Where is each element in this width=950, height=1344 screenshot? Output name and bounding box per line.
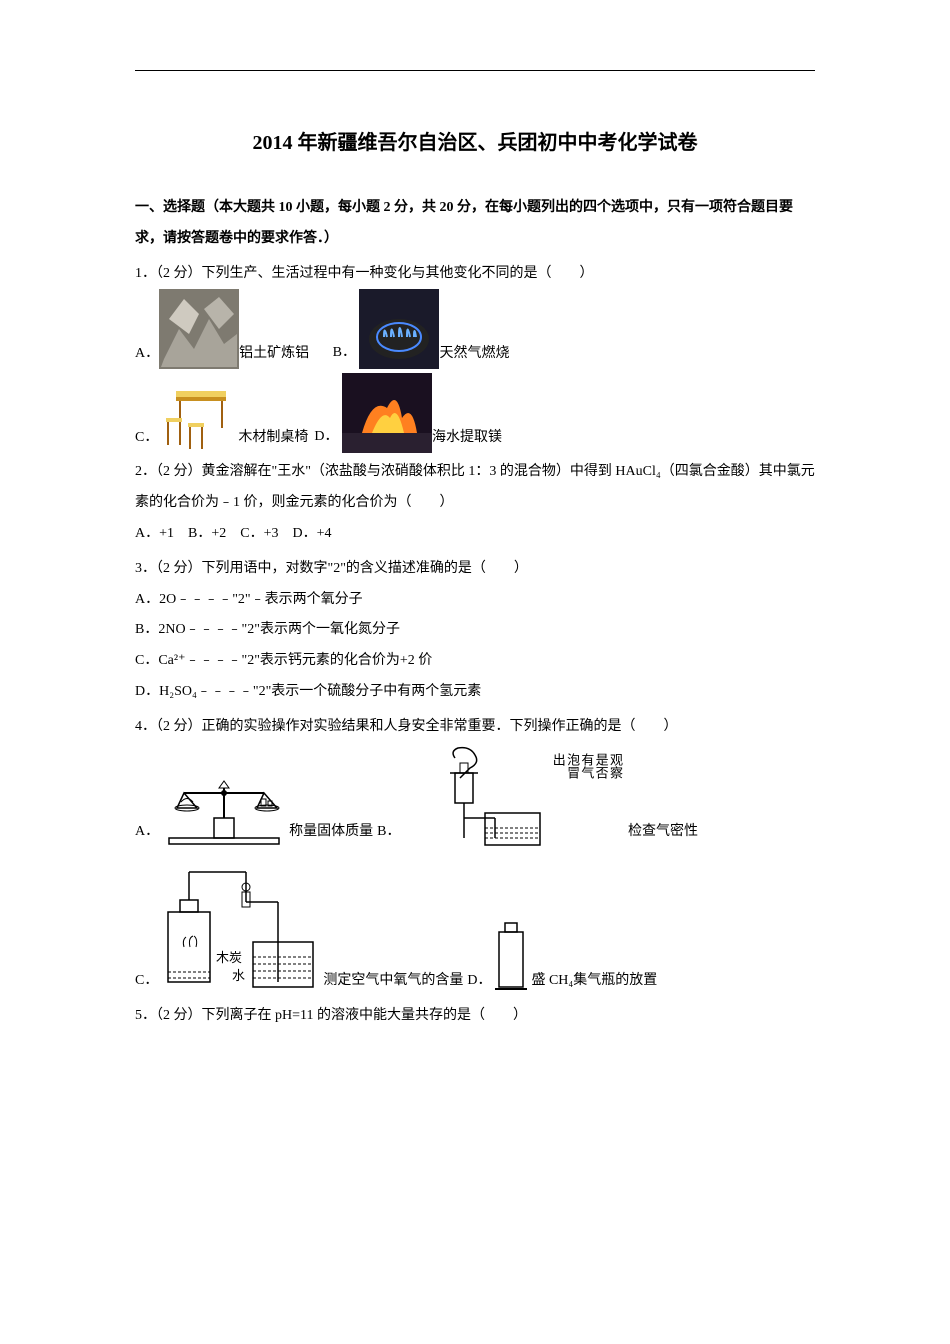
q4-a-text: 称量固体质量: [289, 817, 373, 848]
q1-d-text: 海水提取镁: [432, 423, 502, 454]
svg-text:木炭: 木炭: [216, 950, 242, 965]
q1-option-a: A． 铝土矿炼铝: [135, 289, 309, 369]
q4-stem: 4．（2 分）正确的实验操作对实验结果和人身安全非常重要．下列操作正确的是（ ）: [135, 712, 815, 743]
q1-option-c: C． 木材制桌椅: [135, 373, 308, 453]
question-2: 2．（2 分）黄金溶解在"王水"（浓盐酸与浓硝酸体积比 1：3 的混合物）中得到…: [135, 457, 815, 549]
question-3: 3．（2 分）下列用语中，对数字"2"的含义描述准确的是（ ） A．2O﹣﹣﹣﹣…: [135, 554, 815, 708]
desk-chair-image: [158, 373, 238, 453]
q4-c-text: 测定空气中氧气的含量: [323, 966, 463, 997]
q3-a: A．2O﹣﹣﹣﹣"2"﹣表示两个氧分子: [135, 585, 815, 616]
gas-flame-image: [359, 289, 439, 369]
svg-text:水: 水: [232, 968, 245, 983]
q1-option-d: 海水提取镁: [342, 373, 502, 453]
q4-d-text: 盛 CH₄集气瓶的放置: [531, 966, 657, 997]
top-rule: [135, 70, 815, 71]
seawater-mg-image: [342, 373, 432, 453]
q1-stem: 1．（2 分）下列生产、生活过程中有一种变化与其他变化不同的是（ ）: [135, 259, 815, 290]
label-c: C．: [135, 423, 158, 454]
q5-stem: 5．（2 分）下列离子在 pH=11 的溶液中能大量共存的是（ ）: [135, 1001, 815, 1032]
bauxite-image: [159, 289, 239, 369]
q2-options: A．+1 B．+2 C．+3 D．+4: [135, 519, 815, 550]
page-title: 2014 年新疆维吾尔自治区、兵团初中中考化学试卷: [135, 121, 815, 165]
q4-b-side: 观察是否有气泡冒出: [550, 753, 621, 848]
question-5: 5．（2 分）下列离子在 pH=11 的溶液中能大量共存的是（ ）: [135, 1001, 815, 1032]
ch4-bottle-diagram: [491, 917, 531, 997]
oxygen-measure-diagram: 木炭 水: [158, 852, 323, 997]
q3-d: D．H₂SO₄﹣﹣﹣﹣"2"表示一个硫酸分子中有两个氢元素: [135, 677, 815, 708]
label-a: A．: [135, 339, 159, 370]
question-4: 4．（2 分）正确的实验操作对实验结果和人身安全非常重要．下列操作正确的是（ ）…: [135, 712, 815, 997]
airtight-diagram: [400, 743, 550, 848]
label-d: D．: [467, 966, 491, 997]
q4-b-text: 检查气密性: [628, 817, 698, 848]
q1-a-text: 铝土矿炼铝: [239, 339, 309, 370]
q1-option-b: 天然气燃烧: [359, 289, 509, 369]
balance-diagram: [159, 753, 289, 848]
q3-b: B．2NO﹣﹣﹣﹣"2"表示两个一氧化氮分子: [135, 615, 815, 646]
label-b: B．: [377, 817, 400, 848]
q2-stem: 2．（2 分）黄金溶解在"王水"（浓盐酸与浓硝酸体积比 1：3 的混合物）中得到…: [135, 457, 815, 519]
label-a: A．: [135, 817, 159, 848]
section-1-header: 一、选择题（本大题共 10 小题，每小题 2 分，共 20 分，在每小题列出的四…: [135, 193, 815, 255]
label-c: C．: [135, 966, 158, 997]
q1-b-text: 天然气燃烧: [439, 339, 509, 370]
q3-c: C．Ca²⁺﹣﹣﹣﹣"2"表示钙元素的化合价为+2 价: [135, 646, 815, 677]
q1-c-text: 木材制桌椅: [238, 423, 308, 454]
q3-stem: 3．（2 分）下列用语中，对数字"2"的含义描述准确的是（ ）: [135, 554, 815, 585]
question-1: 1．（2 分）下列生产、生活过程中有一种变化与其他变化不同的是（ ） A． 铝土…: [135, 259, 815, 454]
